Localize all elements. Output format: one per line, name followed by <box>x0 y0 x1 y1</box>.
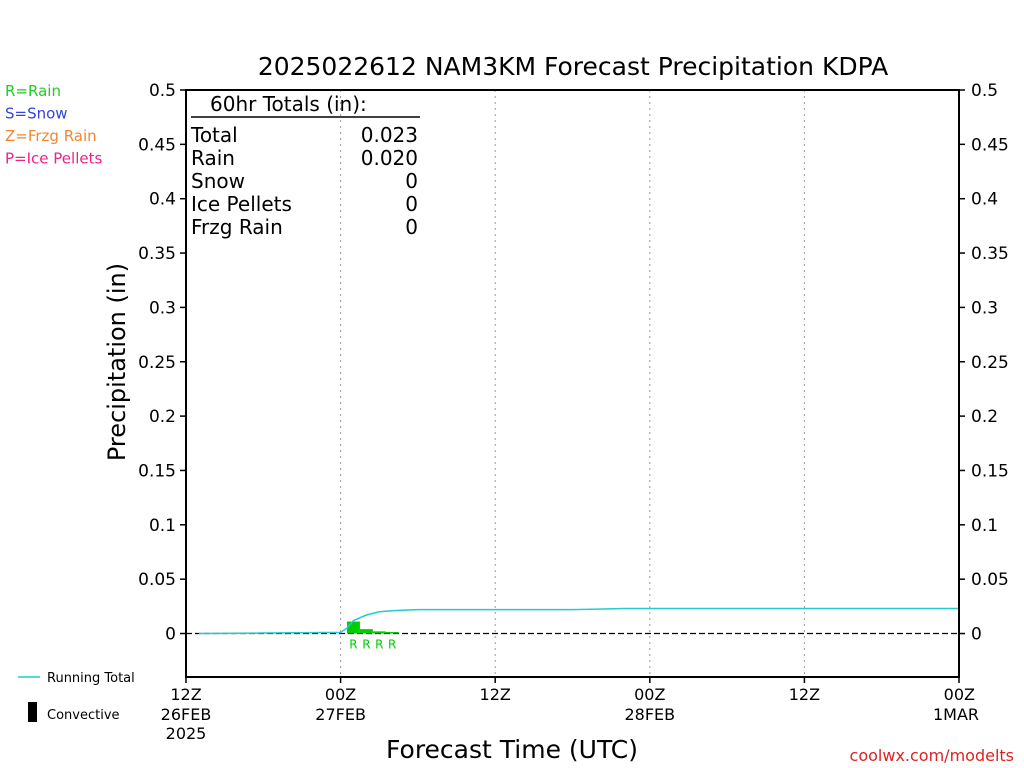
watermark: coolwx.com/modelts <box>850 746 1014 765</box>
precip-bar <box>359 629 373 634</box>
y-tick-label-right: 0 <box>971 625 982 645</box>
convective-legend-label: Convective <box>47 708 120 723</box>
x-tick-label-time: 00Z <box>634 685 665 704</box>
y-tick-label-left: 0.45 <box>138 135 176 155</box>
ptype-label: R <box>362 638 370 652</box>
ptype-label: R <box>375 638 383 652</box>
totals-row-value: 0 <box>405 169 418 193</box>
y-tick-label-right: 0.35 <box>971 244 1009 264</box>
ptype-label: R <box>388 638 396 652</box>
ptype-label: R <box>349 638 357 652</box>
x-tick-label-date: 28FEB <box>624 705 675 724</box>
x-tick-label-year: 2025 <box>166 724 207 743</box>
totals-row-label: Total <box>190 123 238 147</box>
ptype-legend-item: R=Rain <box>5 82 61 100</box>
y-tick-label-right: 0.45 <box>971 135 1009 155</box>
totals-row-value: 0 <box>405 192 418 216</box>
y-tick-label-left: 0.05 <box>138 570 176 590</box>
y-tick-label-left: 0.3 <box>149 298 176 318</box>
y-tick-label-right: 0.05 <box>971 570 1009 590</box>
y-tick-label-left: 0.15 <box>138 461 176 481</box>
convective-legend-swatch <box>28 702 37 722</box>
y-tick-label-left: 0.5 <box>149 81 176 101</box>
chart-title: 2025022612 NAM3KM Forecast Precipitation… <box>258 52 888 81</box>
x-tick-label-time: 12Z <box>170 685 201 704</box>
totals-row-label: Ice Pellets <box>191 192 292 216</box>
totals-row-label: Rain <box>191 146 235 170</box>
running-total-line <box>198 607 959 635</box>
running-total-legend-label: Running Total <box>47 671 135 686</box>
x-tick-label-time: 00Z <box>325 685 356 704</box>
x-tick-label-time: 12Z <box>789 685 820 704</box>
totals-row-value: 0.023 <box>361 123 418 147</box>
y-tick-label-left: 0.35 <box>138 244 176 264</box>
y-tick-label-right: 0.25 <box>971 353 1009 373</box>
y-tick-label-left: 0.25 <box>138 353 176 373</box>
y-tick-label-right: 0.15 <box>971 461 1009 481</box>
precip-bar <box>347 621 360 634</box>
precip-bar <box>372 631 386 634</box>
totals-row-value: 0 <box>405 215 418 239</box>
x-tick-label-date: 27FEB <box>315 705 366 724</box>
totals-row-label: Frzg Rain <box>191 215 283 239</box>
totals-row-label: Snow <box>191 169 245 193</box>
bottom-legend: Running Total Convective <box>18 671 135 723</box>
y-tick-label-right: 0.4 <box>971 190 998 210</box>
totals-row-value: 0.020 <box>361 146 418 170</box>
y-tick-label-right: 0.3 <box>971 298 998 318</box>
ptype-legend-item: Z=Frzg Rain <box>5 127 97 145</box>
x-tick-label-date: 1MAR <box>933 705 979 724</box>
ptype-legend-item: S=Snow <box>5 105 68 123</box>
y-tick-label-right: 0.5 <box>971 81 998 101</box>
y-tick-label-right: 0.1 <box>971 516 998 536</box>
precip-bar <box>385 632 399 634</box>
grid-layer <box>186 90 959 677</box>
y-tick-label-left: 0.2 <box>149 407 176 427</box>
x-axis-label: Forecast Time (UTC) <box>386 735 638 764</box>
y-tick-label-left: 0 <box>165 625 176 645</box>
totals-heading: 60hr Totals (in): <box>210 92 367 116</box>
ptype-legend-item: P=Ice Pellets <box>5 150 102 168</box>
totals-box: 60hr Totals (in): Total 0.023 Rain 0.020 Sno… <box>190 92 420 239</box>
y-tick-label-left: 0.4 <box>149 190 176 210</box>
y-axis-label: Precipitation (in) <box>103 263 131 461</box>
x-tick-label-time: 00Z <box>944 685 975 704</box>
y-tick-label-left: 0.1 <box>149 516 176 536</box>
plot-frame <box>185 89 960 678</box>
ptype-legend: R=Rain S=Snow Z=Frzg Rain P=Ice Pellets <box>5 82 102 168</box>
x-tick-label-date: 26FEB <box>161 705 212 724</box>
y-tick-label-right: 0.2 <box>971 407 998 427</box>
x-tick-label-time: 12Z <box>480 685 511 704</box>
